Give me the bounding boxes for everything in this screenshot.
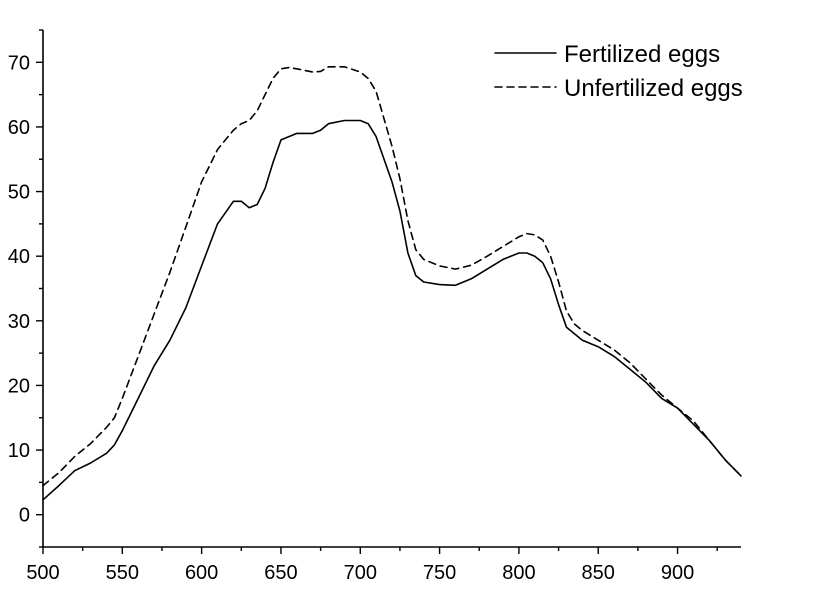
x-tick-label: 500 [26,562,59,584]
y-tick-label: 50 [8,182,30,204]
y-tick-label: 0 [19,505,30,527]
tick-labels: 500 550 600 650 700 750 800 850 900 0 10 20 30 40 50 60… [8,52,694,584]
y-tick-label: 40 [8,246,30,268]
legend: Fertilized eggs Unfertilized eggs [494,41,743,102]
legend-item-fertilized: Fertilized eggs [494,41,720,68]
series-lines [42,66,742,501]
y-tick-label: 30 [8,311,30,333]
legend-item-unfertilized: Unfertilized eggs [494,75,743,102]
legend-label-unfertilized: Unfertilized eggs [564,75,743,102]
x-tick-label: 900 [661,562,694,584]
series-line-fertilized [42,119,742,501]
axes [42,30,741,548]
x-tick-label: 650 [264,562,297,584]
y-tick-label: 10 [8,440,30,462]
y-tick-label: 70 [8,52,30,74]
y-tick-label: 60 [8,117,30,139]
x-tick-label: 750 [423,562,456,584]
x-tick-label: 550 [106,562,139,584]
x-tick-label: 850 [582,562,615,584]
legend-label-fertilized: Fertilized eggs [564,41,720,68]
tick-marks [36,29,718,554]
y-tick-label: 20 [8,375,30,397]
x-tick-label: 600 [185,562,218,584]
x-tick-label: 800 [502,562,535,584]
series-line-unfertilized [42,66,742,487]
x-tick-label: 700 [344,562,377,584]
